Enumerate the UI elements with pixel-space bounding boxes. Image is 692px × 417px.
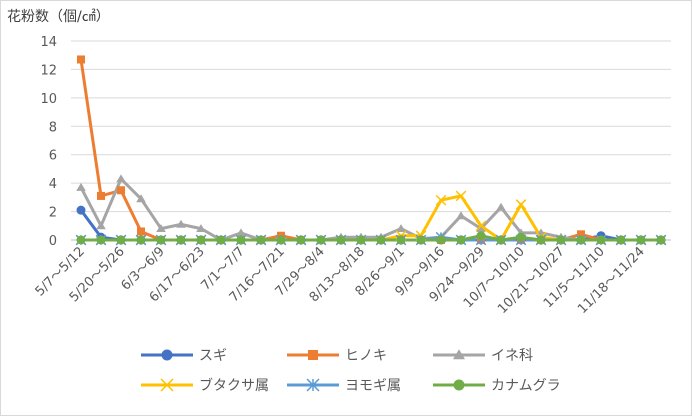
data-point — [156, 224, 166, 233]
data-point — [496, 202, 506, 211]
legend-item: ヒノキ — [287, 348, 387, 364]
legend-label: ヒノキ — [345, 348, 387, 364]
data-point — [356, 235, 366, 245]
y-tick-label: 8 — [49, 120, 57, 135]
data-point — [161, 349, 173, 361]
data-point — [515, 199, 527, 210]
data-point — [516, 232, 526, 242]
data-point — [536, 235, 546, 245]
y-tick-label: 2 — [49, 206, 57, 221]
data-point — [137, 227, 145, 236]
data-point — [453, 349, 465, 360]
series-line — [79, 177, 661, 242]
data-point — [396, 224, 406, 233]
data-point — [216, 235, 226, 245]
y-tick-label: 14 — [40, 35, 57, 50]
legend-item: カナムグラ — [433, 378, 561, 394]
series-line — [81, 194, 661, 242]
data-point — [396, 235, 406, 245]
y-tick-label: 0 — [49, 234, 57, 249]
y-axis-label: 花粉数（個/㎠） — [7, 9, 110, 25]
y-axis-ticks: 0 2 4 6 8 10 12 14 — [40, 35, 57, 249]
data-point — [456, 211, 466, 220]
data-point — [476, 231, 486, 241]
data-point — [596, 235, 606, 245]
legend-label: カナムグラ — [491, 378, 561, 394]
data-point — [496, 235, 506, 245]
data-point — [96, 235, 106, 245]
data-point — [416, 235, 426, 245]
series-markers — [75, 55, 667, 246]
data-point — [196, 235, 206, 245]
legend-item: イネ科 — [433, 348, 533, 364]
data-point — [76, 182, 86, 191]
data-point — [256, 235, 266, 245]
data-point — [176, 235, 186, 245]
data-point — [308, 350, 318, 360]
data-point — [160, 378, 174, 392]
legend-item: ヨモギ属 — [287, 378, 401, 394]
legend-label: ヨモギ属 — [345, 378, 401, 394]
data-point — [276, 235, 286, 245]
data-point — [316, 235, 326, 245]
data-point — [196, 224, 206, 233]
data-point — [435, 194, 447, 206]
y-tick-label: 6 — [49, 149, 57, 164]
data-point — [156, 235, 166, 245]
y-tick-label: 10 — [40, 92, 57, 107]
data-point — [306, 378, 320, 392]
data-point — [616, 235, 626, 245]
data-point — [77, 55, 85, 64]
data-point — [453, 379, 465, 391]
y-tick-label: 4 — [49, 177, 57, 192]
x-axis-ticks: 5/7〜5/125/20〜5/266/3〜6/96/17〜6/237/1〜7/7… — [33, 244, 648, 317]
data-point — [97, 191, 105, 200]
data-point — [376, 235, 386, 245]
legend-label: ブタクサ属 — [199, 377, 269, 394]
data-point — [336, 235, 346, 245]
series-line — [79, 59, 661, 242]
series-markers-group — [77, 55, 665, 244]
y-tick-label: 12 — [40, 63, 57, 78]
data-point — [117, 186, 125, 195]
data-point — [656, 235, 666, 245]
data-point — [577, 230, 585, 239]
gridlines — [71, 40, 671, 241]
data-point — [76, 235, 86, 245]
data-point — [476, 224, 486, 233]
series-markers-group — [76, 231, 666, 245]
data-point — [96, 221, 106, 230]
data-point — [636, 235, 646, 245]
data-point — [116, 235, 126, 245]
data-point — [76, 205, 86, 215]
data-point — [475, 220, 487, 232]
data-point — [136, 235, 146, 245]
data-point — [296, 235, 306, 245]
data-point — [136, 194, 146, 203]
legend-label: イネ科 — [491, 348, 533, 364]
data-point — [556, 235, 566, 245]
legend-item: ブタクサ属 — [141, 377, 269, 394]
data-point — [456, 235, 466, 245]
data-point — [236, 235, 246, 245]
data-point — [436, 235, 446, 245]
data-point — [176, 219, 186, 228]
data-point — [455, 190, 467, 202]
data-point — [236, 228, 246, 237]
data-point — [576, 235, 586, 245]
legend-label: スギ — [199, 348, 227, 364]
legend-item: スギ — [141, 348, 227, 364]
series-lines — [79, 59, 661, 242]
data-point — [116, 174, 126, 183]
